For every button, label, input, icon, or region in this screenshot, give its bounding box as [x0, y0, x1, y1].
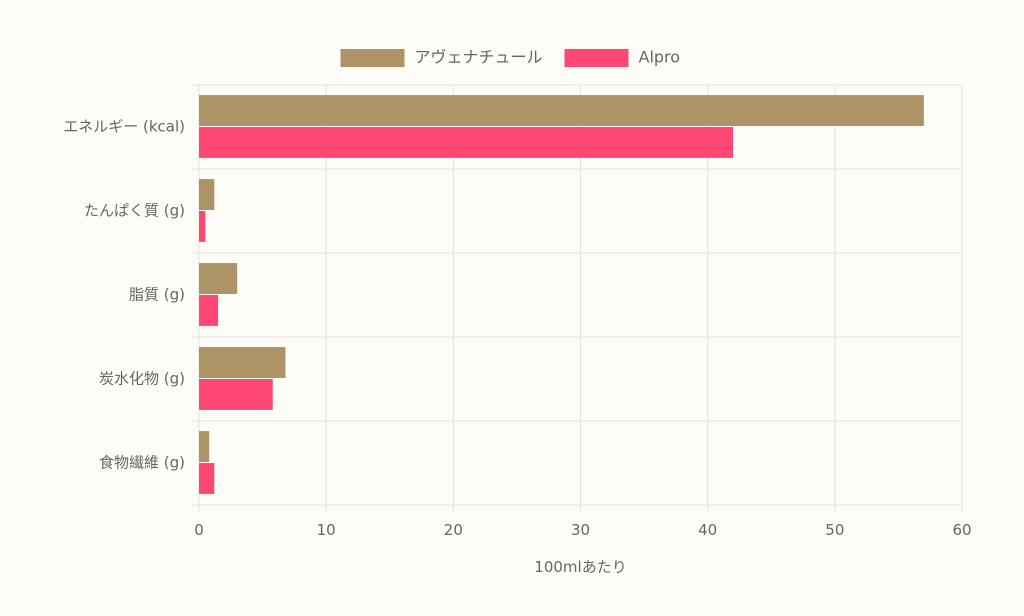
category-label-1: たんぱく質 (g) — [84, 202, 185, 220]
x-tick-label-2: 20 — [444, 521, 463, 539]
legend-swatch-0 — [340, 49, 405, 67]
bar-0-1 — [199, 179, 215, 210]
x-tick-label-0: 0 — [194, 521, 204, 539]
x-tick-labels: 0 10 20 30 40 50 60 — [194, 521, 971, 539]
legend-swatch-1 — [564, 49, 629, 67]
category-label-0: エネルギー (kcal) — [63, 118, 185, 136]
category-labels: エネルギー (kcal) たんぱく質 (g) 脂質 (g) 炭水化物 (g) 食物繊維 … — [63, 118, 185, 472]
bar-0-2 — [199, 263, 238, 294]
bar-0-4 — [199, 431, 210, 462]
grid-lines — [191, 84, 963, 513]
category-label-4: 食物繊維 (g) — [99, 454, 185, 472]
bar-1-2 — [199, 295, 219, 326]
category-label-3: 炭水化物 (g) — [99, 370, 185, 388]
bar-1-1 — [199, 211, 206, 242]
legend: アヴェナチュール Alpro — [340, 48, 681, 67]
x-tick-label-4: 40 — [698, 521, 717, 539]
bar-1-4 — [199, 463, 215, 494]
bar-1-0 — [199, 127, 734, 158]
bar-0-0 — [199, 95, 924, 126]
bars — [199, 95, 924, 494]
legend-label-0: アヴェナチュール — [415, 48, 543, 67]
x-tick-label-5: 50 — [825, 521, 844, 539]
legend-label-1: Alpro — [639, 48, 681, 67]
category-label-2: 脂質 (g) — [129, 286, 185, 304]
x-axis-title: 100mlあたり — [534, 558, 626, 576]
bar-0-3 — [199, 347, 286, 378]
bar-1-3 — [199, 379, 273, 410]
x-tick-label-3: 30 — [571, 521, 590, 539]
x-tick-label-6: 60 — [952, 521, 971, 539]
x-tick-label-1: 10 — [317, 521, 336, 539]
